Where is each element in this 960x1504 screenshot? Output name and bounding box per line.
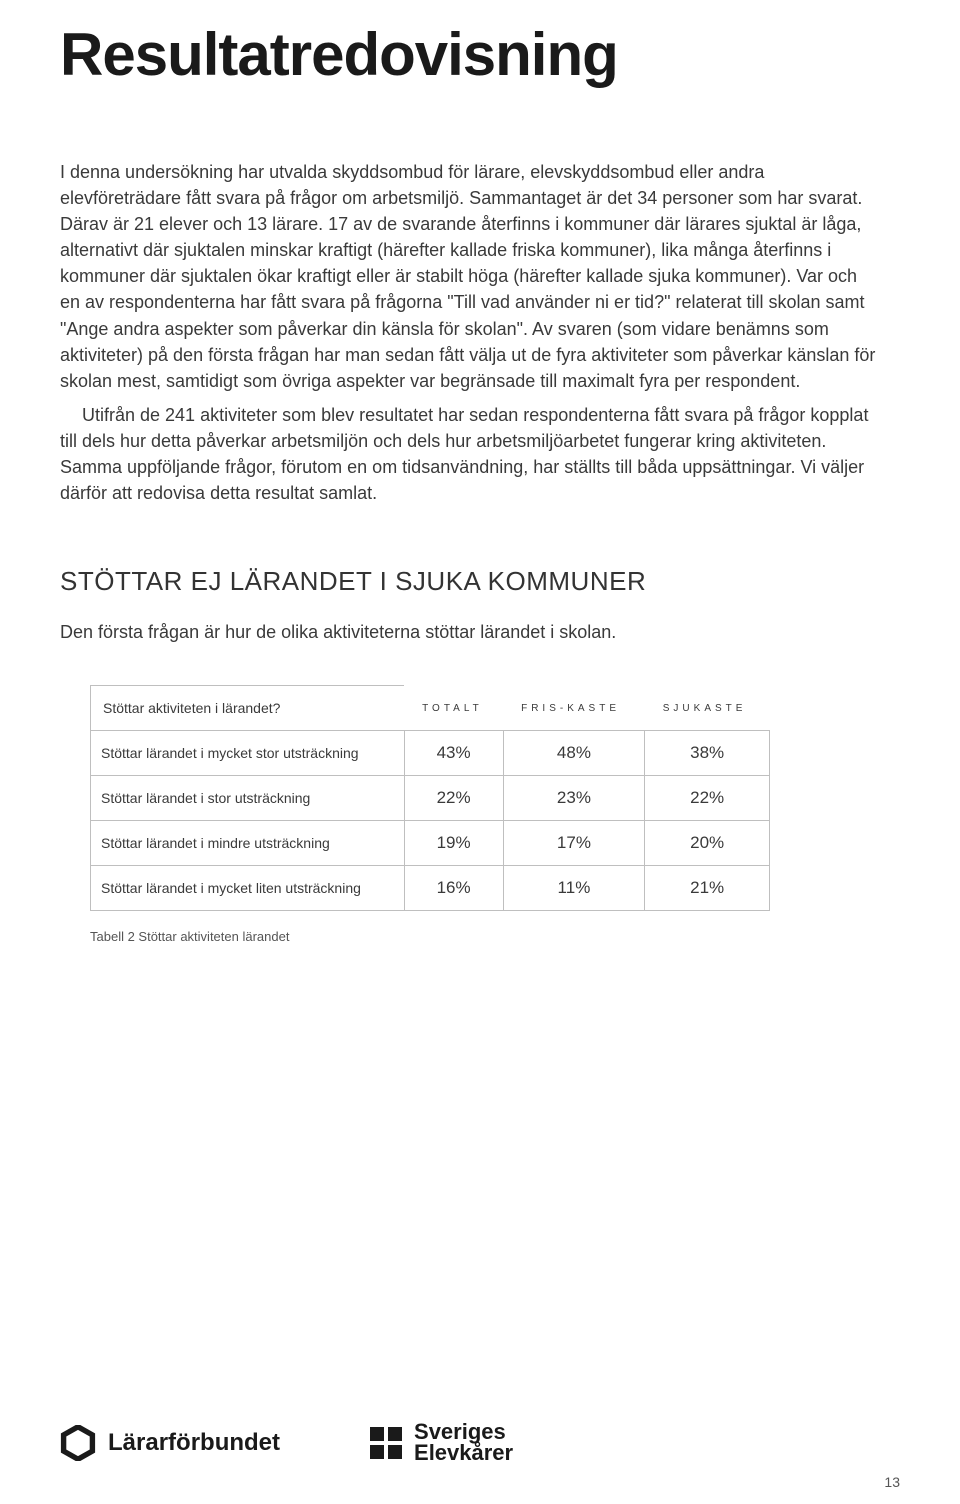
row-label: Stöttar lärandet i mycket stor utsträckn… [91, 731, 405, 776]
sveriges-elevkarer-logo: Sveriges Elevkårer [370, 1422, 513, 1464]
hexagon-icon [60, 1425, 96, 1461]
row-value: 16% [404, 866, 503, 911]
elevkarer-text: Elevkårer [414, 1443, 513, 1464]
table-row: Stöttar lärandet i mindre utsträckning 1… [91, 821, 770, 866]
row-value: 22% [404, 776, 503, 821]
footer-logos: Lärarförbundet Sveriges Elevkårer [60, 1422, 900, 1464]
row-value: 48% [503, 731, 645, 776]
row-value: 21% [645, 866, 770, 911]
lararforbundet-logo: Lärarförbundet [60, 1425, 280, 1461]
row-value: 38% [645, 731, 770, 776]
results-table: Stöttar aktiviteten i lärandet? TOTALT F… [90, 685, 770, 911]
row-label: Stöttar lärandet i mindre utsträckning [91, 821, 405, 866]
body-paragraph-1: I denna undersökning har utvalda skyddso… [60, 159, 880, 394]
table-row: Stöttar lärandet i stor utsträckning 22%… [91, 776, 770, 821]
page-number: 13 [884, 1474, 900, 1490]
col-header-totalt: TOTALT [404, 686, 503, 731]
row-value: 19% [404, 821, 503, 866]
row-value: 20% [645, 821, 770, 866]
row-label: Stöttar lärandet i stor utsträckning [91, 776, 405, 821]
row-value: 11% [503, 866, 645, 911]
page-title: Resultatredovisning [60, 20, 880, 89]
lead-line: Den första frågan är hur de olika aktivi… [60, 619, 880, 645]
row-value: 23% [503, 776, 645, 821]
row-value: 17% [503, 821, 645, 866]
table-row: Stöttar lärandet i mycket stor utsträckn… [91, 731, 770, 776]
lararforbundet-text: Lärarförbundet [108, 1429, 280, 1457]
col-header-sjukaste: SJUKASTE [645, 686, 770, 731]
section-heading: STÖTTAR EJ LÄRANDET I SJUKA KOMMUNER [60, 566, 880, 597]
row-value: 43% [404, 731, 503, 776]
table-caption: Tabell 2 Stöttar aktiviteten lärandet [90, 929, 880, 944]
row-value: 22% [645, 776, 770, 821]
table-row: Stöttar lärandet i mycket liten utsträck… [91, 866, 770, 911]
table-question-header: Stöttar aktiviteten i lärandet? [91, 686, 405, 731]
row-label: Stöttar lärandet i mycket liten utsträck… [91, 866, 405, 911]
col-header-friskaste: FRIS-KASTE [503, 686, 645, 731]
squares-icon [370, 1427, 402, 1459]
body-paragraph-2: Utifrån de 241 aktiviteter som blev resu… [60, 402, 880, 506]
